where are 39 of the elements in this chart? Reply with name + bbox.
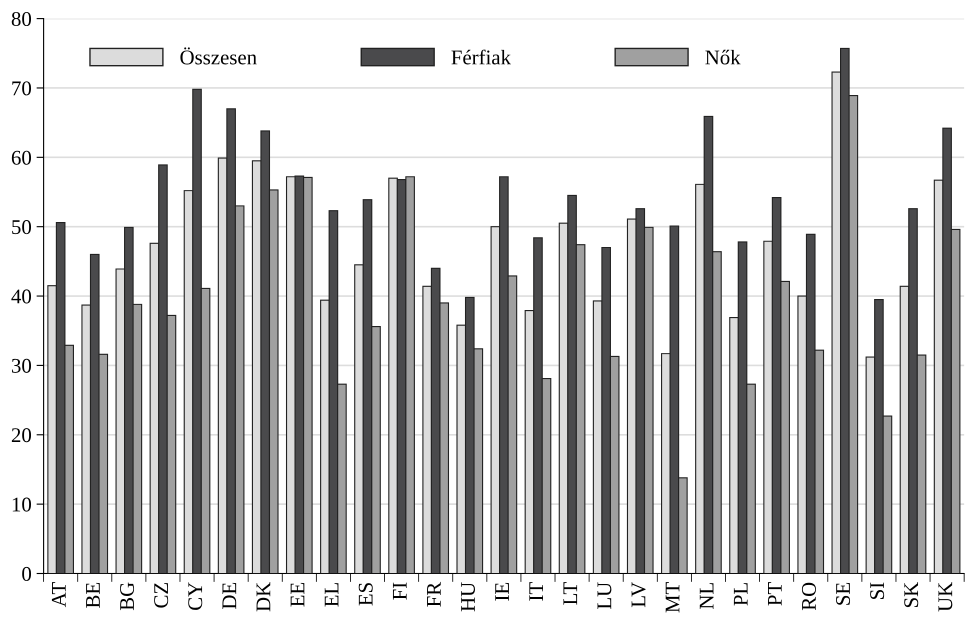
x-tick-label: AT xyxy=(52,582,66,608)
y-tick-label: 40 xyxy=(11,289,32,304)
legend-label: Férfiak xyxy=(451,50,511,64)
x-tick-label: SK xyxy=(904,582,918,608)
x-tick-label: SI xyxy=(870,582,884,599)
y-tick-label: 70 xyxy=(12,81,32,96)
x-tick-label: BG xyxy=(120,582,134,610)
x-tick-label: PL xyxy=(734,583,748,606)
x-tick-label: LU xyxy=(598,582,612,610)
x-tick-label: LT xyxy=(563,582,578,605)
x-tick-label: BE xyxy=(86,582,100,608)
x-tick-label: DE xyxy=(222,582,236,610)
y-tick-label: 0 xyxy=(22,566,32,581)
x-tick-label: DK xyxy=(256,582,270,612)
x-tick-label: CZ xyxy=(154,582,168,608)
x-tick-label: EE xyxy=(290,582,304,607)
y-tick-label: 50 xyxy=(12,220,32,234)
legend-label: Nők xyxy=(705,50,741,64)
x-tick-label: FR xyxy=(427,582,441,607)
y-tick-label: 20 xyxy=(12,428,32,442)
x-tick-label: HU xyxy=(461,582,475,612)
y-tick-label: 80 xyxy=(12,12,32,26)
x-tick-label: IT xyxy=(529,582,543,601)
x-tick-label: SE xyxy=(836,582,850,605)
x-tick-label: FI xyxy=(392,582,407,600)
x-tick-label: IE xyxy=(495,582,509,601)
y-tick-label: 60 xyxy=(12,150,32,165)
x-tick-label: PT xyxy=(768,582,782,606)
x-tick-label: EL xyxy=(324,583,338,607)
x-tick-label: LV xyxy=(632,582,646,608)
y-tick-label: 10 xyxy=(12,498,32,512)
y-tick-label: 30 xyxy=(12,358,32,373)
x-tick-label: UK xyxy=(938,582,952,612)
x-tick-label: RO xyxy=(802,582,816,610)
x-tick-label: CY xyxy=(188,582,202,610)
x-tick-label: ES xyxy=(358,583,373,606)
x-tick-label: NL xyxy=(700,583,714,610)
legend-label: Összesen xyxy=(180,47,257,64)
x-tick-label: MT xyxy=(666,582,680,612)
